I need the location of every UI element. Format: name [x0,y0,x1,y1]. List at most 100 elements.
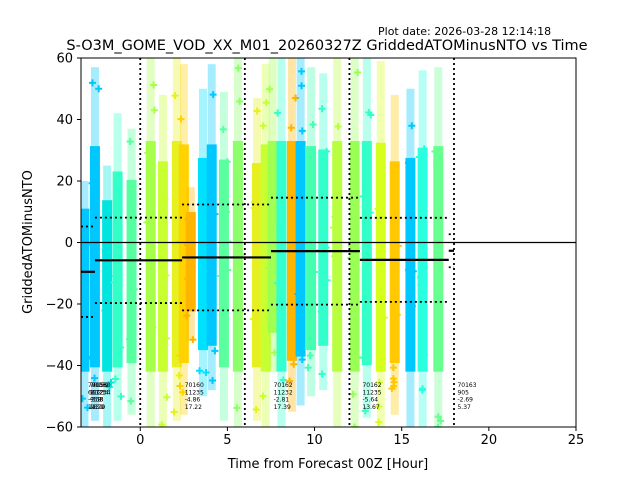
observation-point [265,264,273,272]
stat-label-4-3: 17.39 [274,404,291,411]
observation-band-core-0 [81,208,90,372]
observation-point [416,273,424,281]
x-tick-label: 15 [393,433,410,448]
observation-band-core-6 [157,161,168,372]
observation-band-core-16 [267,141,278,333]
x-tick-label: 25 [568,433,585,448]
stat-label-6-1: 905 [457,389,469,396]
stat-label-5-2: -5.64 [362,397,378,404]
observation-point [294,290,302,298]
stat-label-0-1: 6672 [88,389,103,396]
observation-point [208,170,216,178]
observation-point [291,94,299,102]
observation-band-core-24 [361,141,372,366]
stat-label-2-3: 13.9 [91,404,105,411]
observation-point [110,278,118,286]
observation-point [176,352,184,360]
observation-point [90,374,98,382]
stat-label-3-1: 11235 [185,389,204,396]
observation-point [158,352,166,360]
observation-point [437,417,445,425]
observation-point [287,310,295,318]
observation-point [211,347,219,355]
observation-point [253,107,261,115]
observation-point [335,207,343,215]
observation-point [171,92,179,100]
observation-point [184,215,192,223]
observation-point [286,377,294,385]
observation-point [274,109,282,117]
observation-point [161,195,169,203]
observation-point [163,393,171,401]
y-tick-label: −40 [46,359,73,374]
stat-label-4-1: 11232 [274,389,293,396]
observation-point [234,64,242,72]
observation-point [308,209,316,217]
observation-band-core-10 [198,157,209,351]
observation-point [333,333,341,341]
stat-label-6-2: -2.69 [457,397,473,404]
observation-point [334,122,342,130]
observation-point [366,209,374,217]
observation-point [307,219,315,227]
observation-point [224,266,232,274]
observation-point [431,147,439,155]
observation-point [197,335,205,343]
observation-point [436,269,444,277]
stat-label-5-0: 70162 [362,382,381,389]
observation-point [362,187,370,195]
observation-point [404,266,412,274]
statistics-overlay [81,58,576,427]
observation-band-core-5 [145,141,156,372]
observation-point [209,376,217,384]
observation-point [236,97,244,105]
observation-point [317,308,325,316]
observation-point [143,218,151,226]
observation-point [158,421,166,427]
observation-point [102,331,110,339]
observation-point [175,371,183,379]
observation-point [365,109,373,117]
observation-point [158,228,166,236]
observation-point [104,313,112,321]
observation-band-core-17 [276,141,287,372]
observation-point [102,280,110,288]
observation-band-core-27 [405,157,416,372]
observation-point [217,272,225,280]
observation-band-core-9 [185,212,196,312]
observation-point [87,355,95,363]
stat-label-2-2: -5.8 [91,397,103,404]
y-tick-label: 60 [56,52,73,67]
observation-point [310,268,318,276]
observation-point [374,205,382,213]
observation-point [185,301,193,309]
observation-band-core-4 [126,179,137,364]
observation-point [394,242,402,250]
chart-title: S-O3M_GOME_VOD_XX_M01_20260327Z GriddedA… [66,38,587,54]
observation-point [287,124,295,132]
observation-point [393,311,401,319]
observation-bands [81,58,445,427]
observation-point [209,91,217,99]
y-tick-label: 0 [65,236,73,251]
observation-point [277,153,285,161]
observation-band-core-25 [375,142,386,372]
observation-point [223,158,231,166]
stat-label-0-0: 70158 [88,382,107,389]
observation-point [297,305,305,313]
observation-band-core-2 [102,200,113,372]
observation-point [150,106,158,114]
observation-point [420,351,428,359]
observation-point [117,343,125,351]
observation-band-core-1 [89,146,100,368]
observation-point [202,369,210,377]
observation-point [390,378,398,386]
observation-point [388,385,396,393]
observation-point [279,376,287,384]
observation-point [349,390,357,398]
observation-point [415,153,423,161]
stat-label-4-2: -2.81 [274,397,290,404]
observation-point [318,105,326,113]
observation-point [236,146,244,154]
observation-band-core-12 [218,159,229,368]
